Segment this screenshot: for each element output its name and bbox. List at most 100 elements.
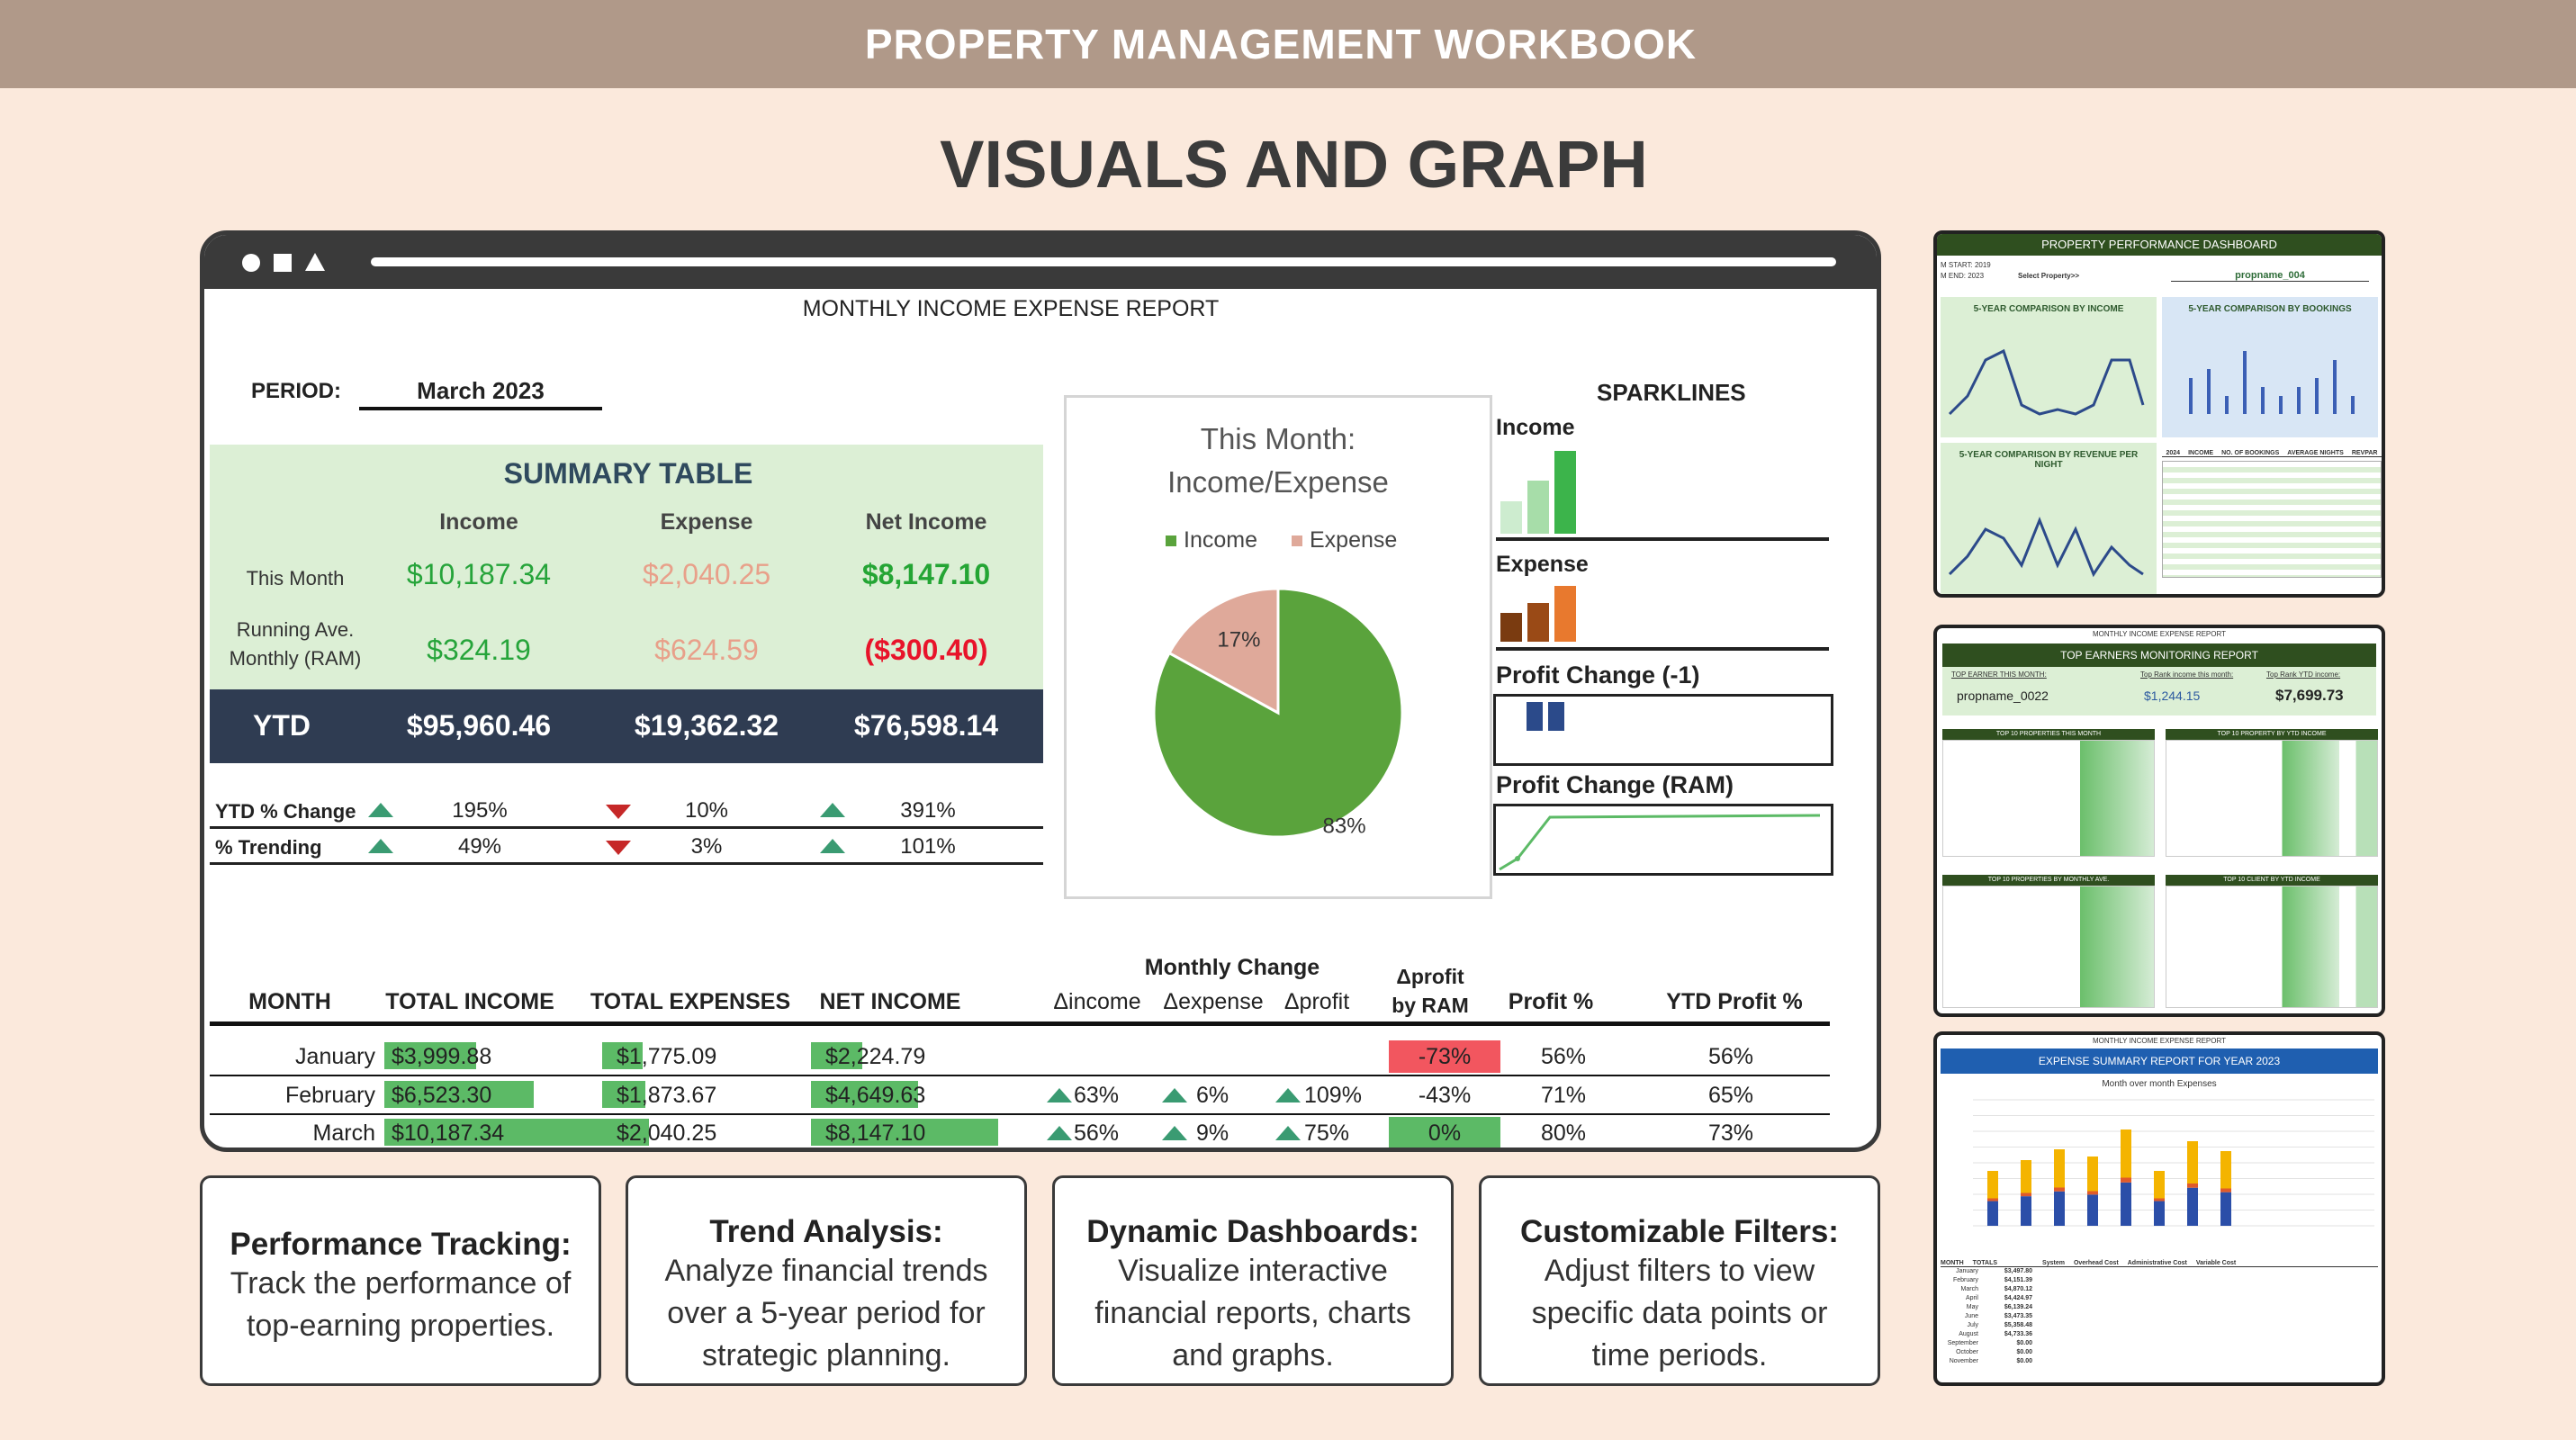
ram-label: Running Ave. Monthly (RAM) [229,618,362,670]
feature-desc-line: Analyze financial trends [664,1254,988,1288]
thumb-performance-dashboard[interactable]: PROPERTY PERFORMANCE DASHBOARD M START: … [1933,230,2385,598]
period-label: PERIOD: [251,379,342,403]
col-net-income: NET INCOME [819,989,961,1014]
dincome-cell: 56% [1074,1120,1120,1146]
sparkline-bar [1500,501,1522,534]
feature-trend-analysis: Trend Analysis: Analyze financial trends… [626,1175,1027,1386]
sparkline-bar [1527,481,1549,534]
trending-expense: 3% [690,834,723,859]
ram-expense: $624.59 [654,634,759,666]
thumb-expense-row: February $4,151.39 [1952,1277,2032,1283]
thumb-income-panel: 5-YEAR COMPARISON BY INCOME [1941,297,2157,437]
ram-net: ($300.40) [864,634,988,666]
net-databar [811,1119,998,1146]
net-cell: $8,147.10 [825,1120,926,1146]
period-value[interactable]: March 2023 [359,377,602,410]
thumb-table-3: TOP 10 PROPERTIES BY MONTHLY AVE. [1942,875,2155,1008]
thumb-dashboard-property: propname_004 [2171,270,2369,282]
spark-income-label: Income [1496,415,1575,440]
summary-title: SUMMARY TABLE [503,457,753,490]
income-cell: $6,523.30 [392,1083,492,1108]
this-month-label: This Month [246,567,345,590]
expense-databar [602,1081,645,1108]
expense-bar-segment [2154,1171,2165,1199]
expense-bar-segment [2187,1187,2198,1226]
spark-profit-change-label: Profit Change (-1) [1496,662,1700,688]
expense-bar-segment [2220,1151,2231,1189]
ytd-profit-cell: 56% [1707,1044,1754,1069]
col-dincome: Δincome [1053,989,1141,1014]
up-arrow-icon [1047,1126,1072,1140]
page-title: VISUALS AND GRAPH [940,127,1648,202]
window-square-icon[interactable] [274,254,292,272]
sparkline-bar [1500,613,1522,642]
expense-bar-segment [1987,1198,1998,1202]
thumb-panel-title: 5-YEAR COMPARISON BY INCOME [1973,304,2124,314]
thumb-expense-row: March $4,870.12 [1960,1286,2032,1292]
expense-bar-segment [2121,1177,2131,1183]
ytd-expense: $19,362.32 [634,709,779,742]
feature-performance-tracking: Performance Tracking: Track the performa… [200,1175,601,1386]
feature-dynamic-dashboards: Dynamic Dashboards: Visualize interactiv… [1052,1175,1454,1386]
thumb-expense-row: April $4,424.97 [1965,1295,2032,1301]
window-address-bar[interactable] [371,257,1836,266]
profit-pct-cell: 71% [1540,1083,1587,1108]
feature-desc-line: Adjust filters to view [1544,1254,1815,1288]
legend-expense-label: Expense [1310,527,1398,553]
thumb-expense-summary[interactable]: MONTHLY INCOME EXPENSE REPORT EXPENSE SU… [1933,1031,2385,1386]
row-rule [210,1151,1830,1152]
thumb-panel-title: 5-YEAR COMPARISON BY BOOKINGS [2188,304,2352,314]
up-arrow-icon [368,803,393,817]
income-databar [384,1042,476,1069]
thumb-table-2: TOP 10 PROPERTY BY YTD INCOME [2166,729,2378,857]
legend-income: Income [1166,527,1257,554]
spark-divider [1496,537,1829,541]
up-arrow-icon [1162,1126,1187,1140]
sparkline-bar [1554,586,1576,642]
window-circle-icon[interactable] [242,254,260,272]
this-month-income: $10,187.34 [406,558,552,590]
pie-slice-income[interactable] [1152,587,1404,839]
pie-title-line2: Income/Expense [1167,465,1389,499]
ytd-row: YTD $95,960.46 $19,362.32 $76,598.14 [210,689,1043,763]
col-total-income: TOTAL INCOME [385,989,554,1014]
ram-income: $324.19 [427,634,531,666]
down-arrow-icon [606,841,631,855]
pie-slice-expense[interactable] [1167,587,1280,716]
thumb-expense-row: January $3,497.80 [1956,1268,2032,1274]
expense-bar-segment [2021,1192,2031,1197]
net-cell: $2,224.79 [825,1044,926,1069]
income-databar [384,1119,618,1146]
col-month: MONTH [248,989,331,1014]
trending-net: 101% [900,834,956,859]
thumb-earners-title: TOP EARNERS MONITORING REPORT [1942,644,2376,667]
feature-desc-line: financial reports, charts [1094,1296,1411,1330]
col-dexpense: Δexpense [1163,989,1264,1014]
expense-bar-segment [2154,1198,2165,1202]
window-triangle-icon[interactable] [305,253,325,271]
feature-desc-line: Track the performance of [230,1266,572,1300]
banner-title: PROPERTY MANAGEMENT WORKBOOK [864,21,1698,68]
feature-desc-line: strategic planning. [702,1338,950,1372]
profit-pct-cell: 80% [1540,1120,1587,1146]
pie-label-expense: 17% [1217,627,1260,652]
net-databar [811,1042,862,1069]
down-arrow-icon [606,805,631,819]
ytd-income: $95,960.46 [406,709,552,742]
ytd-change-income: 195% [452,798,508,823]
feature-title: Trend Analysis: [709,1214,943,1249]
summary-header-income: Income [439,509,518,535]
up-arrow-icon [820,803,845,817]
thumb-expense-table: MONTH TOTALS System Overhead Cost Administra… [1941,1260,2378,1366]
thumb-top-earner: propname_0022 [1957,688,2049,703]
thumb-top-earners[interactable]: MONTHLY INCOME EXPENSE REPORT TOP EARNER… [1933,625,2385,1017]
summary-table: SUMMARY TABLE Income Expense Net Income … [210,445,1043,689]
thumb-expense-top-title: MONTHLY INCOME EXPENSE REPORT [2092,1037,2227,1045]
spark-profit-ram-label: Profit Change (RAM) [1496,771,1734,798]
spark-divider [1496,647,1829,651]
thumb-expense-row: July $5,358.48 [1967,1322,2032,1328]
ram-cell: 0% [1389,1117,1500,1148]
dincome-cell: 63% [1074,1083,1120,1108]
feature-desc-line: Visualize interactive [1118,1254,1388,1288]
top-banner: PROPERTY MANAGEMENT WORKBOOK [0,0,2576,88]
